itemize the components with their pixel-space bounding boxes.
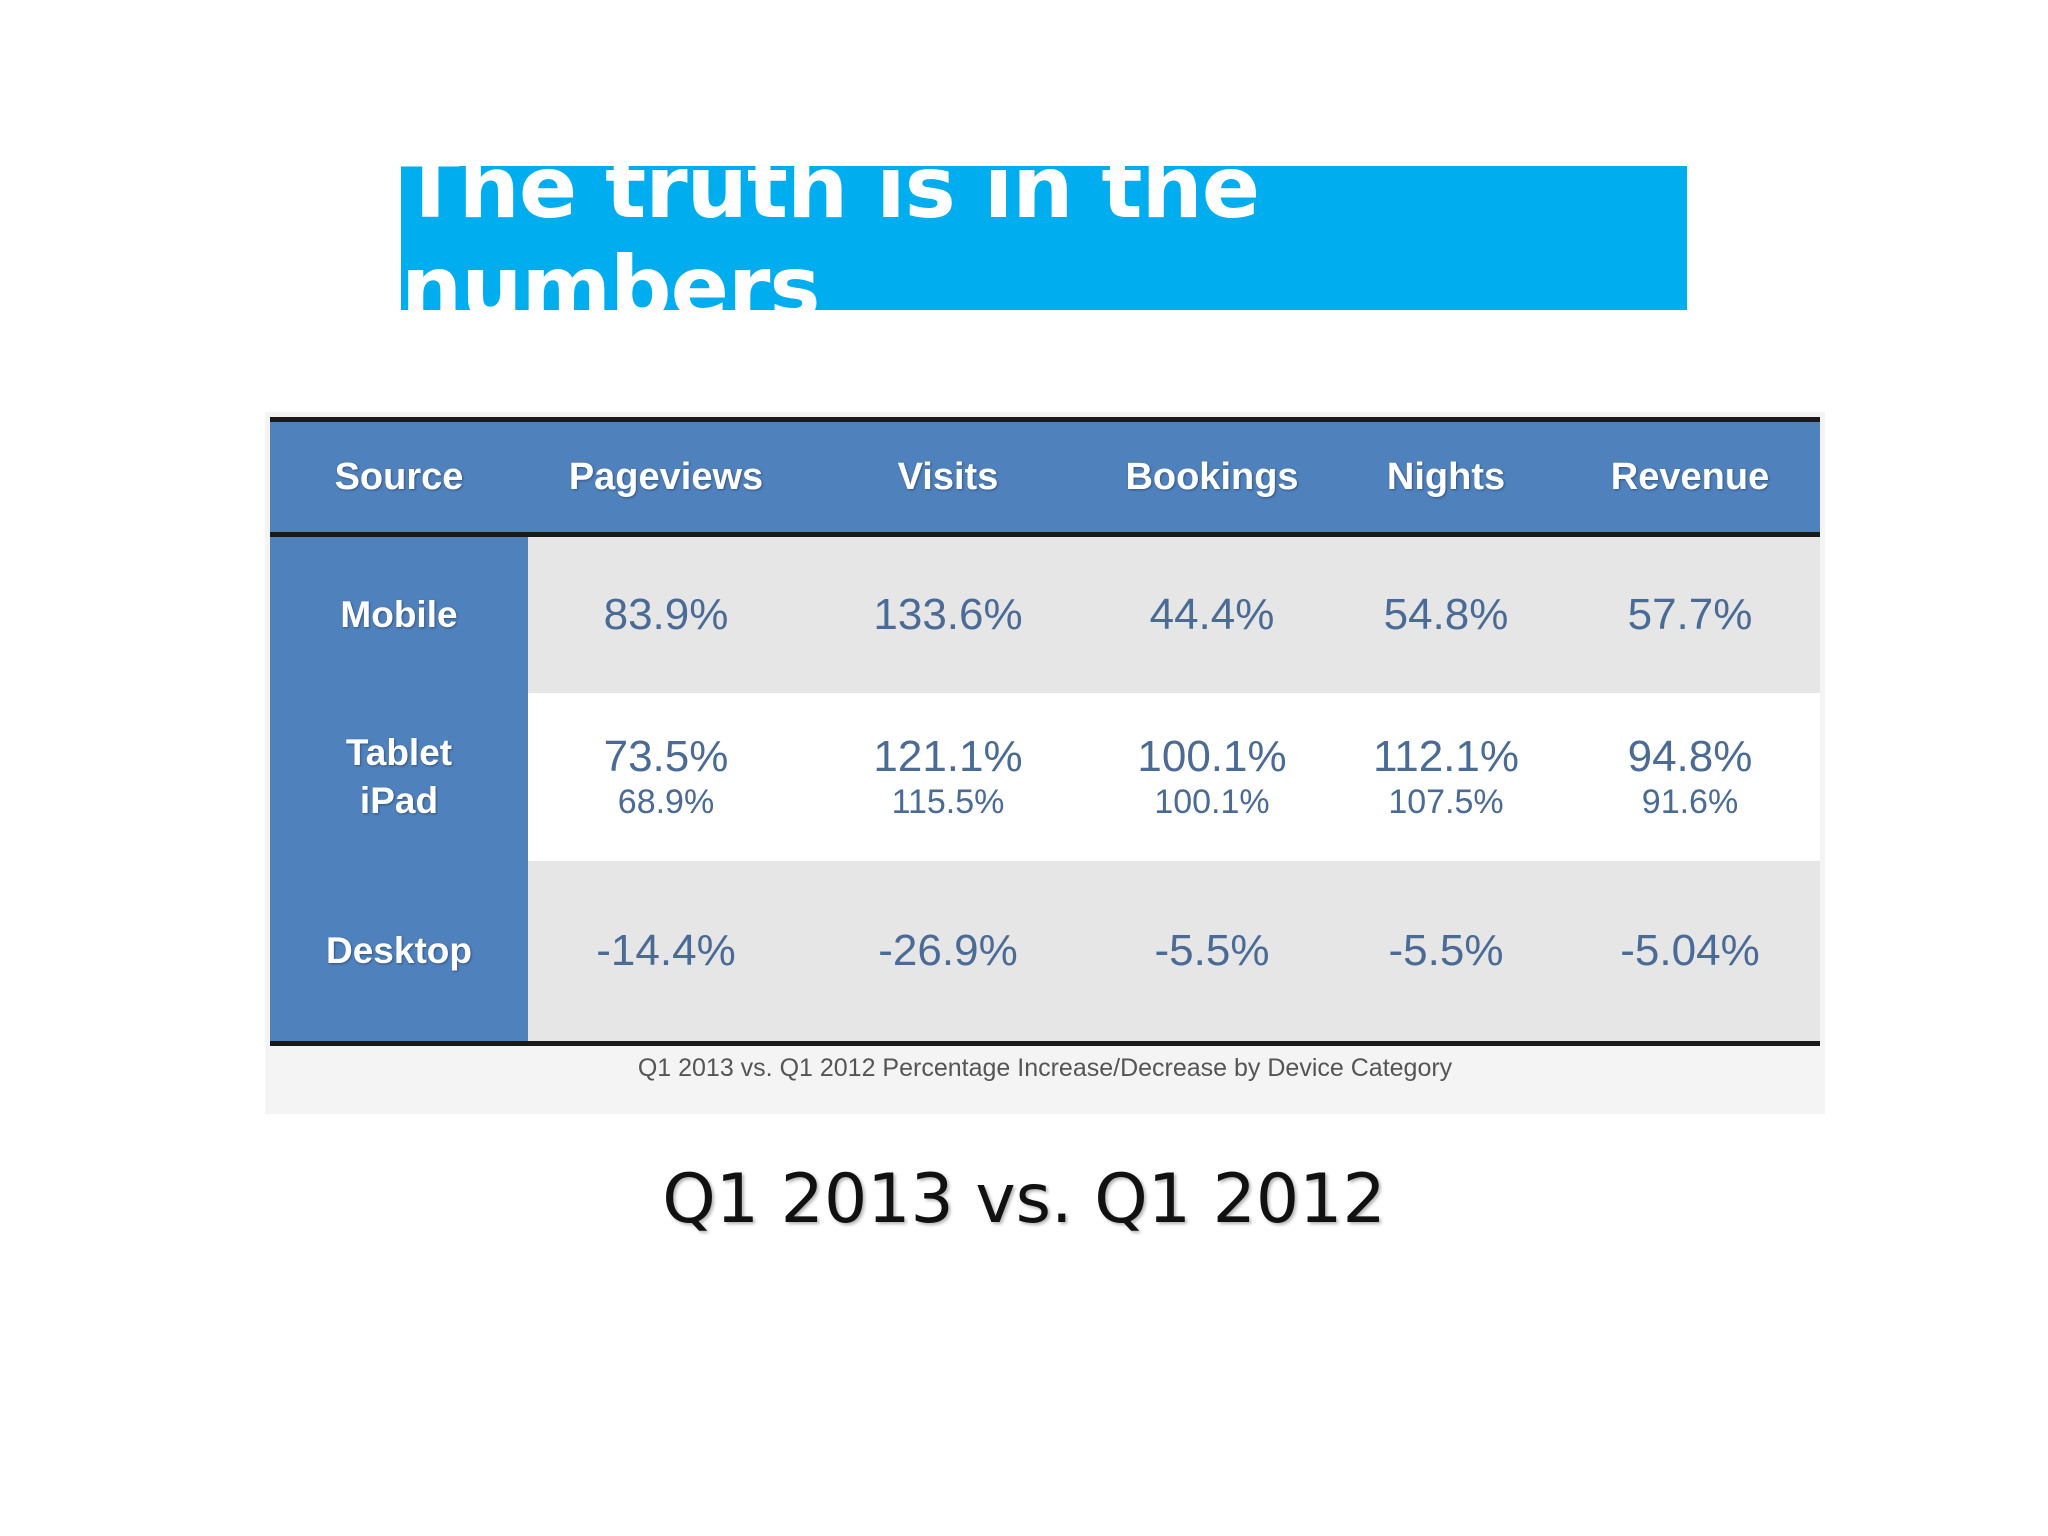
table-row-desktop: Desktop -14.4% -26.9% -5.5% -5.5% -5.04% bbox=[270, 860, 1820, 1044]
cell-value-ipad: 107.5% bbox=[1388, 782, 1504, 821]
row-label-text: Desktop bbox=[326, 929, 472, 971]
row-label-text: Mobile bbox=[340, 593, 458, 635]
cell-mobile-pageviews: 83.9% bbox=[528, 534, 804, 693]
table-caption: Q1 2013 vs. Q1 2012 Percentage Increase/… bbox=[637, 1054, 1453, 1082]
row-label-desktop: Desktop bbox=[270, 860, 528, 1044]
device-category-table: Source Pageviews Visits Bookings Nights … bbox=[270, 417, 1820, 1046]
col-header-revenue: Revenue bbox=[1610, 455, 1770, 498]
col-header-bookings: Bookings bbox=[1125, 455, 1299, 498]
row-label-text: Tablet bbox=[345, 731, 453, 773]
cell-value-tablet: 73.5% bbox=[603, 731, 729, 781]
row-label-subtext: iPad bbox=[359, 779, 439, 821]
cell-value: 57.7% bbox=[1627, 589, 1753, 639]
cell-tablet-visits: 121.1% 115.5% bbox=[804, 692, 1092, 861]
col-header-nights: Nights bbox=[1386, 455, 1506, 498]
cell-tablet-nights: 112.1% 107.5% bbox=[1332, 692, 1560, 861]
cell-value-ipad: 68.9% bbox=[617, 782, 715, 821]
cell-desktop-revenue: -5.04% bbox=[1560, 860, 1820, 1044]
cell-value-tablet: 112.1% bbox=[1373, 731, 1519, 781]
cell-value: -5.04% bbox=[1620, 925, 1760, 975]
col-header-visits: Visits bbox=[897, 455, 999, 498]
table-row-tablet: Tablet iPad 73.5% 68.9% 121.1% 115.5% 10… bbox=[270, 692, 1820, 861]
slide-title: The truth is in the numbers bbox=[401, 138, 1260, 338]
cell-value: 44.4% bbox=[1149, 589, 1275, 639]
cell-mobile-nights: 54.8% bbox=[1332, 534, 1560, 693]
cell-value: -26.9% bbox=[878, 925, 1018, 975]
cell-value: -14.4% bbox=[596, 925, 736, 975]
row-label-mobile: Mobile bbox=[270, 534, 528, 693]
cell-value-ipad: 115.5% bbox=[891, 782, 1005, 821]
cell-mobile-bookings: 44.4% bbox=[1092, 534, 1332, 693]
cell-value: -5.5% bbox=[1154, 925, 1270, 975]
row-label-tablet: Tablet iPad bbox=[270, 692, 528, 861]
cell-desktop-bookings: -5.5% bbox=[1092, 860, 1332, 1044]
cell-value-tablet: 94.8% bbox=[1627, 731, 1753, 781]
cell-desktop-nights: -5.5% bbox=[1332, 860, 1560, 1044]
cell-tablet-revenue: 94.8% 91.6% bbox=[1560, 692, 1820, 861]
cell-value-ipad: 100.1% bbox=[1154, 782, 1270, 821]
cell-value: 133.6% bbox=[873, 589, 1023, 639]
cell-value-ipad: 91.6% bbox=[1641, 782, 1739, 821]
cell-mobile-visits: 133.6% bbox=[804, 534, 1092, 693]
cell-value: 83.9% bbox=[603, 589, 729, 639]
table-header-row: Source Pageviews Visits Bookings Nights … bbox=[270, 419, 1820, 535]
title-banner: The truth is in the numbers bbox=[401, 138, 1687, 338]
data-table-panel: Source Pageviews Visits Bookings Nights … bbox=[265, 412, 1825, 1114]
cell-value: 54.8% bbox=[1383, 589, 1509, 639]
cell-value: -5.5% bbox=[1388, 925, 1504, 975]
cell-tablet-bookings: 100.1% 100.1% bbox=[1092, 692, 1332, 861]
col-header-source: Source bbox=[334, 455, 464, 498]
cell-mobile-revenue: 57.7% bbox=[1560, 534, 1820, 693]
col-header-pageviews: Pageviews bbox=[568, 455, 764, 498]
cell-value-tablet: 121.1% bbox=[873, 731, 1023, 781]
cell-value-tablet: 100.1% bbox=[1137, 731, 1287, 781]
slide-subtitle: Q1 2013 vs. Q1 2012 bbox=[662, 1160, 1386, 1239]
cell-desktop-pageviews: -14.4% bbox=[528, 860, 804, 1044]
table-row-mobile: Mobile 83.9% 133.6% 44.4% 54.8% 57.7% bbox=[270, 534, 1820, 693]
cell-desktop-visits: -26.9% bbox=[804, 860, 1092, 1044]
cell-tablet-pageviews: 73.5% 68.9% bbox=[528, 692, 804, 861]
